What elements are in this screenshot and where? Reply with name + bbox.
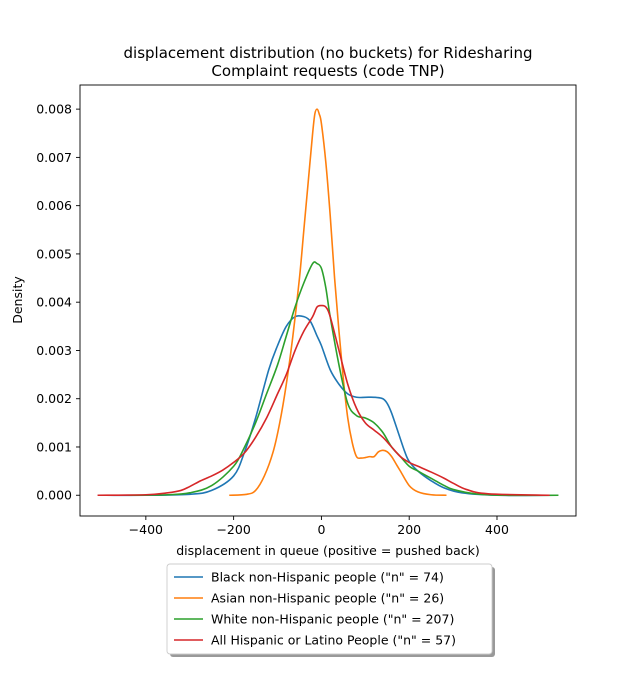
series-line-asian-non [229, 108, 447, 497]
legend-label: All Hispanic or Latino People ("n" = 57) [211, 633, 456, 648]
legend-label: Black non-Hispanic people ("n" = 74) [211, 570, 444, 585]
y-axis-ticks: 0.000 0.001 0.002 0.003 0.004 0.005 0.006 0.007… [36, 102, 80, 503]
series-lines [97, 108, 559, 497]
y-axis-label: Density [10, 276, 25, 324]
plot-frame [79, 84, 577, 517]
series-line-white-non [128, 261, 559, 497]
y-tick-label: 0.007 [36, 150, 72, 165]
y-tick-label: 0.006 [36, 198, 72, 213]
series-line-all-hispanic [97, 304, 550, 497]
legend: Black non-Hispanic people ("n" = 74) Asia… [166, 563, 495, 657]
y-tick-label: 0.002 [36, 391, 72, 406]
legend-label: Asian non-Hispanic people ("n" = 26) [211, 591, 444, 606]
y-tick-label: 0.001 [36, 439, 72, 454]
x-tick-label: 200 [397, 522, 421, 537]
y-tick-label: 0.005 [36, 246, 72, 261]
chart-title-line-2: Complaint requests (code TNP) [211, 62, 444, 80]
x-axis-label: displacement in queue (positive = pushed… [176, 543, 480, 558]
series-line-black-non [106, 314, 550, 497]
chart-title-line-1: displacement distribution (no buckets) f… [124, 44, 533, 62]
x-tick-label: 0 [317, 522, 325, 537]
x-axis-ticks: −400 −200 0 200 400 [129, 516, 509, 537]
legend-box [166, 563, 493, 655]
y-tick-label: 0.000 [36, 488, 72, 503]
y-tick-label: 0.008 [36, 102, 72, 117]
x-tick-label: 400 [485, 522, 509, 537]
legend-items: Black non-Hispanic people ("n" = 74) Asia… [174, 570, 456, 648]
y-tick-label: 0.004 [36, 295, 72, 310]
x-tick-label: −200 [216, 522, 250, 537]
y-tick-label: 0.003 [36, 343, 72, 358]
x-tick-label: −400 [129, 522, 163, 537]
legend-label: White non-Hispanic people ("n" = 207) [211, 612, 454, 627]
